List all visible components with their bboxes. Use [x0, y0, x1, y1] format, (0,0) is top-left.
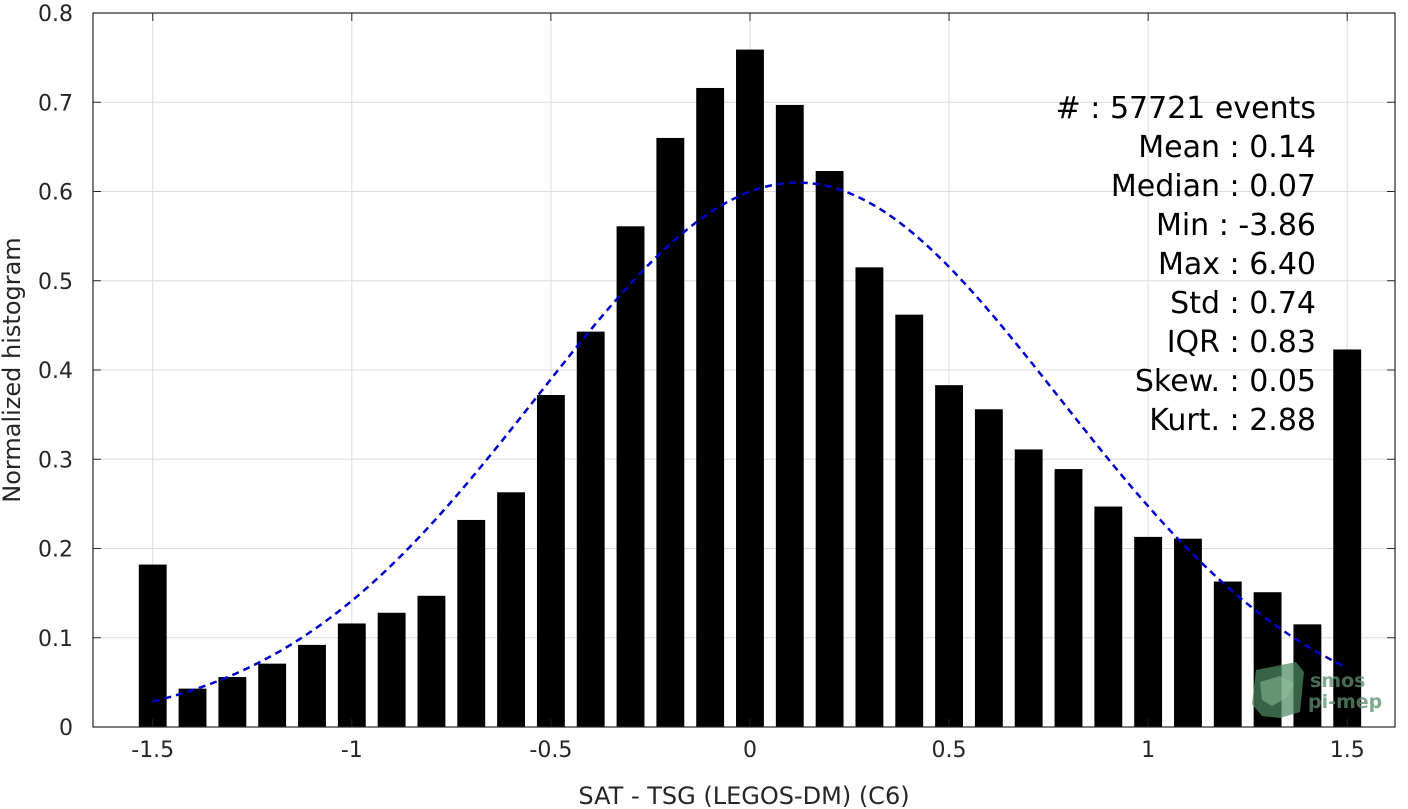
- stats-annotation: # : 57721 events Mean : 0.14 Median : 0.07…: [1056, 91, 1316, 438]
- stat-line-1: Mean : 0.14: [1138, 130, 1316, 165]
- bar-23: [1054, 469, 1083, 727]
- smos-pimep-logo: smos pi-mep: [1252, 662, 1382, 718]
- x-tick-label-5: 1: [1141, 738, 1155, 763]
- bar-3: [258, 663, 287, 727]
- bar-2: [218, 677, 247, 727]
- x-tick-label-1: -1: [341, 738, 363, 763]
- x-tick-label-6: 1.5: [1330, 738, 1365, 763]
- bar-27: [1213, 581, 1242, 727]
- stat-line-8: Kurt. : 2.88: [1149, 403, 1316, 438]
- stat-line-6: IQR : 0.83: [1167, 325, 1316, 360]
- bar-9: [497, 492, 526, 727]
- bar-7: [417, 595, 446, 727]
- x-axis-label: SAT - TSG (LEGOS-DM) (C6): [578, 782, 909, 809]
- logo-line-1: smos: [1310, 670, 1365, 692]
- bar-15: [736, 49, 764, 727]
- bar-17: [815, 170, 844, 727]
- bars: [138, 49, 1362, 728]
- y-tick-label-7: 0.7: [38, 91, 73, 116]
- y-tick-label-3: 0.3: [38, 448, 73, 473]
- y-tick-label-8: 0.8: [38, 2, 73, 27]
- bar-25: [1134, 536, 1163, 727]
- bar-4: [298, 644, 326, 727]
- bar-14: [696, 87, 725, 728]
- stat-line-7: Skew. : 0.05: [1135, 364, 1316, 399]
- stat-line-0: # : 57721 events: [1056, 91, 1316, 126]
- stat-line-5: Std : 0.74: [1170, 286, 1316, 321]
- y-tick-label-5: 0.5: [38, 270, 73, 295]
- bar-19: [895, 314, 924, 727]
- normal-fit-curve: [152, 181, 1348, 703]
- stat-line-2: Median : 0.07: [1111, 169, 1316, 204]
- x-tick-label-2: -0.5: [529, 738, 572, 763]
- y-tick-label-2: 0.2: [38, 538, 73, 563]
- bar-0: [138, 564, 167, 727]
- x-tick-label-3: 0: [743, 738, 757, 763]
- bar-13: [656, 137, 685, 727]
- bar-22: [1014, 449, 1043, 727]
- bar-12: [616, 226, 645, 727]
- logo-line-2: pi-mep: [1308, 691, 1382, 713]
- y-tick-label-1: 0.1: [38, 627, 73, 652]
- bar-21: [974, 409, 1003, 727]
- axis-ticks: -1.5 -1 -0.5 0 0.5 1 1.5 0 0.1 0.2 0.3 0.4 0.5 0.6 0.7…: [38, 2, 1395, 763]
- x-tick-label-4: 0.5: [932, 738, 967, 763]
- bar-10: [536, 394, 565, 727]
- y-tick-label-0: 0: [59, 716, 73, 741]
- bar-5: [337, 623, 366, 727]
- bar-18: [855, 267, 884, 727]
- bar-1: [178, 688, 207, 727]
- y-tick-label-6: 0.6: [38, 181, 73, 206]
- bar-8: [457, 519, 486, 727]
- x-tick-label-0: -1.5: [131, 738, 174, 763]
- stat-line-3: Min : -3.86: [1156, 208, 1316, 243]
- bar-26: [1174, 538, 1202, 727]
- y-tick-label-4: 0.4: [38, 359, 73, 384]
- bar-24: [1094, 506, 1123, 727]
- stat-line-4: Max : 6.40: [1158, 247, 1316, 282]
- logo-map-relief: [1260, 676, 1294, 706]
- bar-16: [775, 104, 804, 728]
- bar-20: [935, 385, 963, 727]
- bar-6: [377, 612, 406, 727]
- bar-11: [576, 331, 605, 727]
- y-axis-label: Normalized histogram: [0, 237, 26, 502]
